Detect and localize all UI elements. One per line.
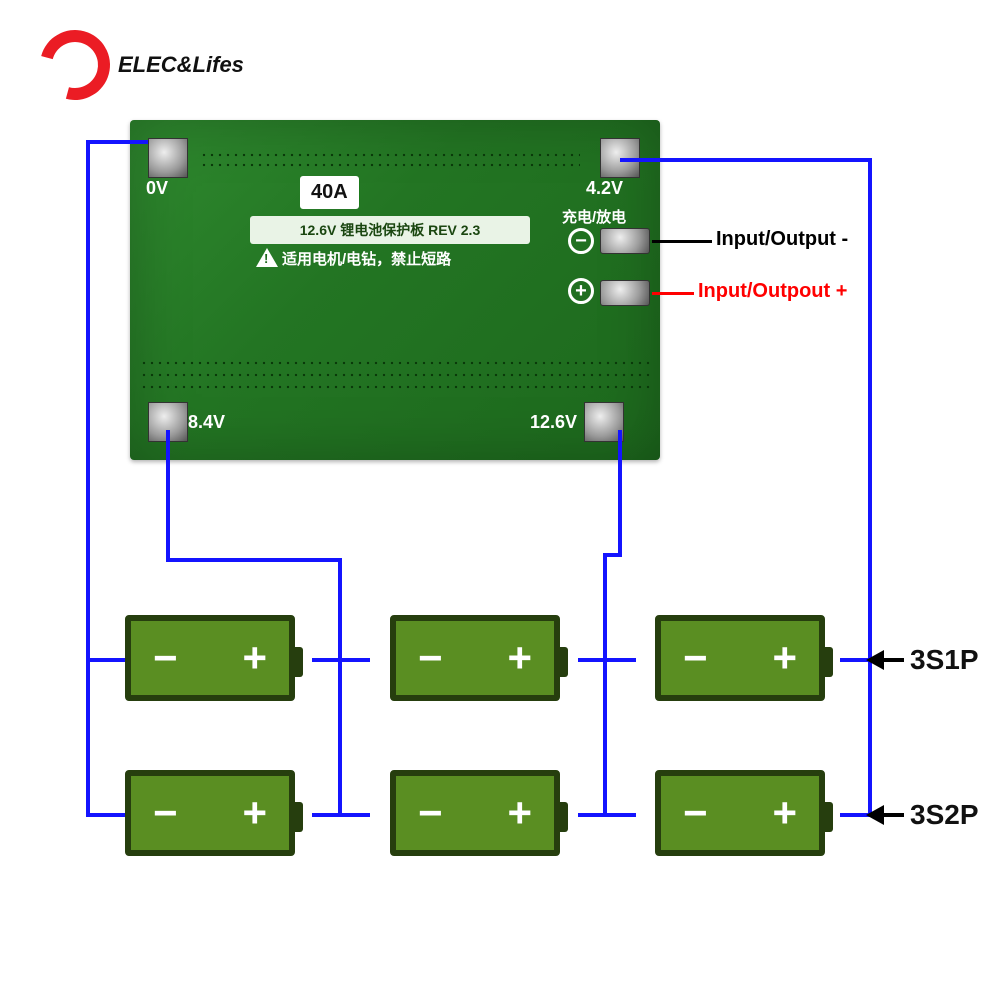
pad-output-neg	[600, 228, 650, 254]
callout-output-pos: Input/Outpout +	[698, 280, 847, 303]
pcb-warning-text: 适用电机/电钻，禁止短路	[282, 248, 451, 269]
pad-output-pos	[600, 280, 650, 306]
battery-minus-icon: −	[418, 792, 443, 834]
battery-plus-icon: +	[507, 792, 532, 834]
pcb-model-label: 12.6V 锂电池保护板 REV 2.3	[250, 216, 530, 244]
label-40a: 40A	[300, 176, 359, 209]
battery-minus-icon: −	[683, 637, 708, 679]
via-row	[140, 360, 650, 366]
pad-4v2	[600, 138, 640, 178]
logo-text: ELEC&Lifes	[118, 52, 244, 78]
plus-symbol-icon: +	[568, 278, 594, 304]
warning-icon	[256, 248, 278, 267]
lead-line-pos	[652, 292, 694, 295]
battery-cell: −+	[655, 615, 825, 701]
battery-minus-icon: −	[418, 637, 443, 679]
battery-plus-icon: +	[507, 637, 532, 679]
callout-output-neg: Input/Output -	[716, 228, 848, 251]
silk-charge: 充电/放电	[562, 206, 626, 227]
battery-cell: −+	[125, 770, 295, 856]
lead-line-neg	[652, 240, 712, 243]
silk-4v2: 4.2V	[586, 178, 623, 199]
silk-8v4: 8.4V	[188, 412, 225, 433]
pad-8v4	[148, 402, 188, 442]
pcb-header: 40A 均衡充	[300, 178, 360, 206]
pcb-board: − + 0V 4.2V 8.4V 12.6V 充电/放电 40A 均衡充 12.…	[130, 120, 660, 460]
battery-plus-icon: +	[772, 637, 797, 679]
battery-plus-icon: +	[242, 792, 267, 834]
label-3s2p: 3S2P	[910, 799, 979, 831]
via-row	[140, 372, 650, 378]
battery-minus-icon: −	[683, 792, 708, 834]
arrow-3s2p-icon	[866, 805, 884, 825]
battery-cell: −+	[390, 615, 560, 701]
minus-symbol-icon: −	[568, 228, 594, 254]
battery-minus-icon: −	[153, 792, 178, 834]
via-row	[140, 384, 650, 390]
silk-12v6: 12.6V	[530, 412, 577, 433]
battery-minus-icon: −	[153, 637, 178, 679]
arrow-3s2p-stem	[884, 813, 904, 817]
battery-cell: −+	[125, 615, 295, 701]
arrow-3s1p-icon	[866, 650, 884, 670]
pad-12v6	[584, 402, 624, 442]
logo-swirl-icon	[40, 30, 110, 100]
arrow-3s1p-stem	[884, 658, 904, 662]
battery-plus-icon: +	[772, 792, 797, 834]
label-3s1p: 3S1P	[910, 644, 979, 676]
battery-cell: −+	[390, 770, 560, 856]
battery-cell: −+	[655, 770, 825, 856]
pad-0v	[148, 138, 188, 178]
via-row	[200, 162, 580, 168]
brand-logo: ELEC&Lifes	[40, 30, 244, 100]
battery-plus-icon: +	[242, 637, 267, 679]
via-row	[200, 152, 580, 158]
silk-0v: 0V	[146, 178, 168, 199]
